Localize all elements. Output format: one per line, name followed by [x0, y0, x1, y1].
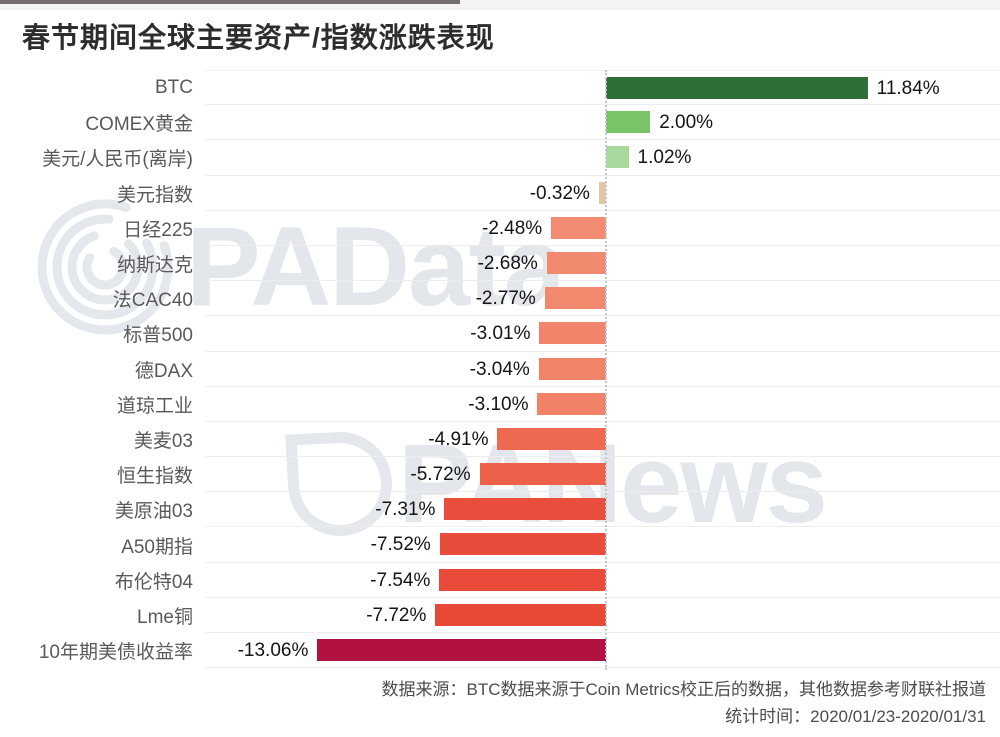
- bar-row: 德DAX -3.04%: [0, 352, 1000, 387]
- plot-cell: -7.54%: [205, 563, 1000, 598]
- plot-cell: -3.10%: [205, 387, 1000, 422]
- value-bar: [444, 498, 606, 521]
- value-label: -2.68%: [477, 252, 538, 274]
- plot-cell: -2.68%: [205, 246, 1000, 282]
- plot-cell: -0.32%: [205, 176, 1000, 211]
- bar-row: 法CAC40 -2.77%: [0, 281, 1000, 317]
- value-label: -3.04%: [469, 358, 530, 380]
- bar-row: 纳斯达克 -2.68%: [0, 246, 1000, 282]
- plot-cell: 11.84%: [205, 70, 1000, 106]
- value-label: -7.31%: [375, 499, 436, 521]
- plot-cell: 1.02%: [205, 140, 1000, 176]
- value-bar: [479, 463, 606, 486]
- plot-cell: -3.04%: [205, 352, 1000, 387]
- value-label: -7.52%: [370, 534, 431, 556]
- plot-cell: -4.91%: [205, 422, 1000, 458]
- category-label: 纳斯达克: [116, 255, 193, 277]
- stat-period-note: 统计时间：2020/01/23-2020/01/31: [725, 707, 986, 726]
- value-bar: [538, 357, 606, 380]
- value-label: -7.72%: [366, 604, 427, 626]
- bar-row: 道琼工业 -3.10%: [0, 387, 1000, 422]
- footer-notes: 数据来源：BTC数据来源于Coin Metrics校正后的数据，其他数据参考财联…: [382, 676, 986, 730]
- value-bar: [546, 251, 606, 274]
- value-bar: [606, 111, 651, 134]
- category-label: 德DAX: [134, 360, 193, 382]
- plot-cell: -7.52%: [205, 527, 1000, 563]
- top-band: [0, 0, 1000, 10]
- page-title: 春节期间全球主要资产/指数涨跌表现: [22, 22, 495, 53]
- value-bar: [606, 77, 868, 99]
- bar-row: 布伦特04 -7.54%: [0, 563, 1000, 598]
- value-label: -2.77%: [475, 288, 536, 310]
- plot-cell: -2.48%: [205, 211, 1000, 246]
- category-label: 恒生指数: [116, 466, 193, 488]
- value-bar: [551, 216, 606, 239]
- bar-row: 10年期美债收益率 -13.06%: [0, 633, 1000, 669]
- zero-axis-line: [605, 70, 607, 670]
- bar-row: 恒生指数 -5.72%: [0, 457, 1000, 493]
- value-label: -2.48%: [482, 217, 543, 239]
- bar-row: 美原油03 -7.31%: [0, 492, 1000, 528]
- plot-cell: 2.00%: [205, 105, 1000, 141]
- value-bar: [544, 287, 606, 310]
- category-label: 道琼工业: [116, 395, 193, 417]
- top-edge-remnant: [0, 0, 460, 4]
- value-bar: [537, 392, 606, 415]
- category-label: Lme铜: [137, 606, 193, 628]
- plot-cell: -5.72%: [205, 457, 1000, 493]
- category-label: 布伦特04: [114, 571, 193, 593]
- plot-cell: -2.77%: [205, 281, 1000, 317]
- value-label: -4.91%: [428, 428, 489, 450]
- category-label: 美麦03: [133, 430, 193, 452]
- value-label: -3.10%: [468, 393, 529, 415]
- bar-row: 标普500 -3.01%: [0, 316, 1000, 352]
- plot-cell: -13.06%: [205, 633, 1000, 669]
- value-label: -0.32%: [529, 182, 590, 204]
- value-label: 1.02%: [637, 147, 692, 169]
- bar-row: 美元/人民币(离岸) 1.02%: [0, 140, 1000, 176]
- value-label: 11.84%: [876, 78, 940, 99]
- category-label: 美元指数: [116, 184, 193, 206]
- bar-row: Lme铜 -7.72%: [0, 598, 1000, 633]
- value-label: -7.54%: [370, 569, 431, 591]
- category-label: 标普500: [123, 325, 193, 347]
- data-source-note: 数据来源：BTC数据来源于Coin Metrics校正后的数据，其他数据参考财联…: [381, 680, 986, 699]
- value-label: -3.01%: [470, 323, 531, 345]
- category-label: BTC: [155, 76, 193, 98]
- bar-row: 日经225 -2.48%: [0, 211, 1000, 246]
- value-bar: [439, 568, 606, 591]
- category-label: A50期指: [121, 536, 193, 558]
- category-label: 美元/人民币(离岸): [42, 149, 193, 171]
- value-bar: [317, 639, 606, 661]
- value-bar: [606, 146, 629, 169]
- category-label: 法CAC40: [112, 290, 193, 312]
- value-label: -5.72%: [410, 464, 471, 486]
- plot-cell: -7.72%: [205, 598, 1000, 633]
- plot-cell: -7.31%: [205, 492, 1000, 528]
- category-label: 美原油03: [114, 501, 193, 523]
- bar-row: 美元指数 -0.32%: [0, 176, 1000, 211]
- category-label: COMEX黄金: [85, 114, 193, 136]
- bar-row: BTC 11.84%: [0, 70, 1000, 106]
- category-label: 10年期美债收益率: [38, 642, 193, 664]
- category-label: 日经225: [123, 219, 193, 241]
- value-bar: [497, 427, 606, 450]
- bar-row: 美麦03 -4.91%: [0, 422, 1000, 458]
- value-label: -13.06%: [237, 640, 309, 661]
- value-label: 2.00%: [659, 112, 714, 134]
- value-bar: [439, 533, 606, 556]
- bar-chart: BTC 11.84% COMEX黄金 2.00% 美元/人民币(离岸) 1.02% 美元指数…: [0, 70, 1000, 669]
- bar-row: COMEX黄金 2.00%: [0, 105, 1000, 141]
- plot-cell: -3.01%: [205, 316, 1000, 352]
- value-bar: [539, 322, 606, 345]
- value-bar: [435, 603, 606, 626]
- value-bar: [598, 181, 606, 204]
- bar-row: A50期指 -7.52%: [0, 527, 1000, 563]
